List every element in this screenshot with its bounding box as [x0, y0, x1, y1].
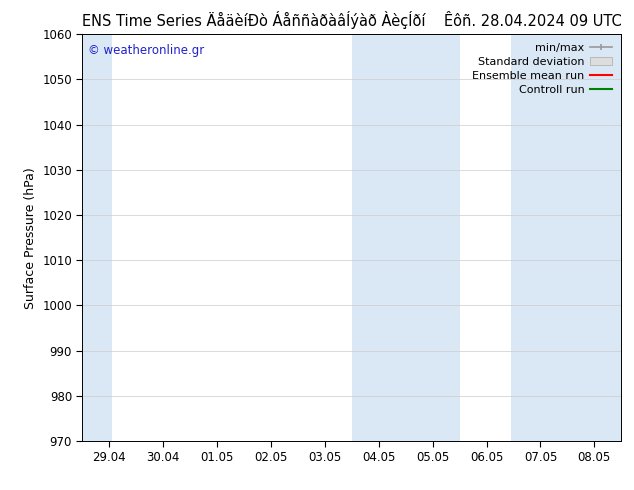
Bar: [82, 34, 112, 441]
Text: ENS Time Series ÄåäèíÐò ÁåññàðàâÍýàð ÀèçÍðí: ENS Time Series ÄåäèíÐò ÁåññàðàâÍýàð Àèç…: [82, 11, 426, 29]
Legend: min/max, Standard deviation, Ensemble mean run, Controll run: min/max, Standard deviation, Ensemble me…: [469, 40, 616, 98]
Y-axis label: Surface Pressure (hPa): Surface Pressure (hPa): [23, 167, 37, 309]
Text: © weatheronline.gr: © weatheronline.gr: [87, 45, 204, 57]
Bar: [352, 34, 460, 441]
Text: Êôñ. 28.04.2024 09 UTC: Êôñ. 28.04.2024 09 UTC: [444, 14, 621, 29]
Bar: [511, 34, 621, 441]
